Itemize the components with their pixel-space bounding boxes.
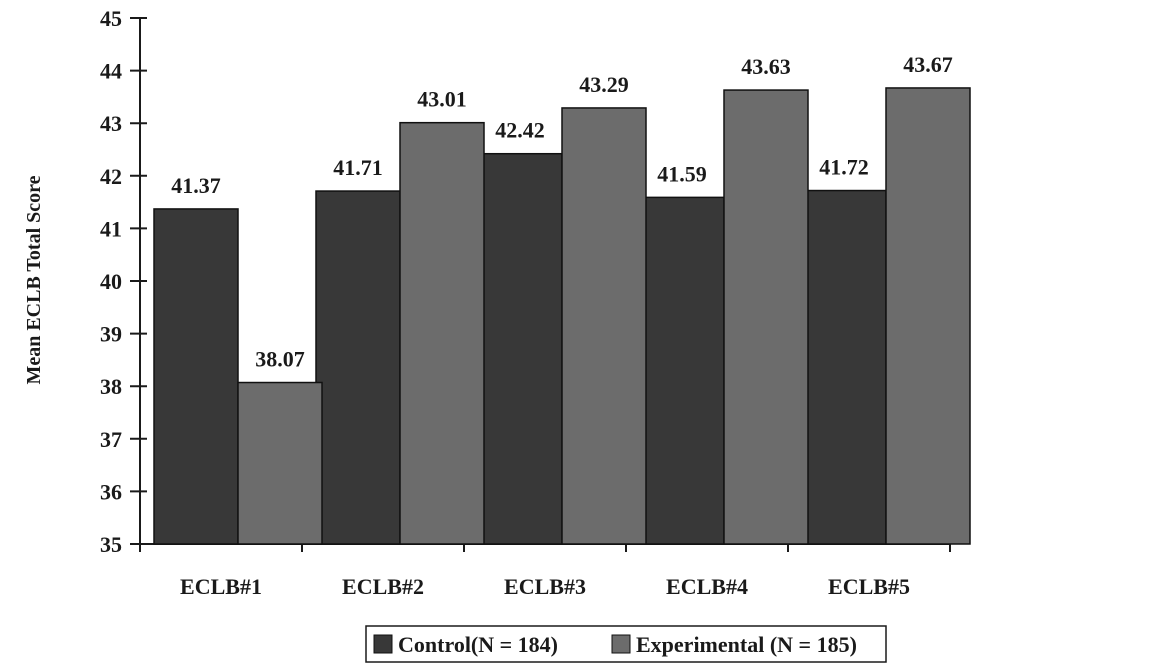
x-tick-label: ECLB#5	[828, 574, 910, 599]
y-tick-label: 36	[100, 479, 122, 504]
bar-control	[153, 208, 239, 545]
data-label: 41.59	[657, 161, 707, 186]
bar-control	[639, 196, 725, 545]
x-tick-label: ECLB#1	[180, 574, 262, 599]
legend-swatch	[611, 634, 631, 654]
bar-experimental	[561, 107, 647, 545]
legend-label: Control(N = 184)	[398, 632, 558, 657]
y-axis: 35 36 37 38 39 40 41 42 43 44 45	[100, 6, 147, 557]
legend-swatch	[373, 634, 393, 654]
x-tick-label: ECLB#4	[666, 574, 748, 599]
y-tick-label: 39	[100, 322, 122, 347]
bar-experimental	[237, 381, 323, 545]
y-tick-label: 41	[100, 216, 122, 241]
bar-experimental	[885, 87, 971, 545]
x-axis: ECLB#1 ECLB#2 ECLB#3 ECLB#4 ECLB#5	[139, 536, 951, 599]
bar-experimental	[723, 89, 809, 545]
data-label: 43.63	[741, 54, 791, 79]
y-tick-label: 44	[100, 59, 122, 84]
data-label: 41.37	[171, 173, 221, 198]
x-tick-label: ECLB#2	[342, 574, 424, 599]
y-tick-label: 43	[100, 111, 122, 136]
y-axis-title: Mean ECLB Total Score	[23, 175, 45, 384]
legend-label: Experimental (N = 185)	[636, 632, 857, 657]
y-tick-label: 37	[100, 427, 122, 452]
data-label: 43.67	[903, 52, 953, 77]
bar-control	[315, 190, 401, 545]
bar-control	[801, 189, 887, 545]
legend: Control(N = 184) Experimental (N = 185)	[365, 625, 887, 663]
bar-experimental	[399, 121, 485, 545]
y-tick-label: 45	[100, 6, 122, 31]
bar-control	[477, 152, 563, 545]
x-tick-label: ECLB#3	[504, 574, 586, 599]
data-label: 43.01	[417, 87, 467, 112]
data-label: 41.72	[819, 155, 869, 180]
y-tick-label: 40	[100, 269, 122, 294]
data-label: 38.07	[255, 347, 305, 372]
y-tick-label: 38	[100, 374, 122, 399]
data-label: 41.71	[333, 155, 383, 180]
y-tick-label: 35	[100, 532, 122, 557]
data-labels: 41.37 41.71 42.42 41.59 41.72 38.07 43.01 43.29…	[171, 52, 953, 372]
y-tick-label: 42	[100, 164, 122, 189]
data-label: 43.29	[579, 72, 629, 97]
bars	[153, 87, 971, 545]
data-label: 42.42	[495, 118, 545, 143]
